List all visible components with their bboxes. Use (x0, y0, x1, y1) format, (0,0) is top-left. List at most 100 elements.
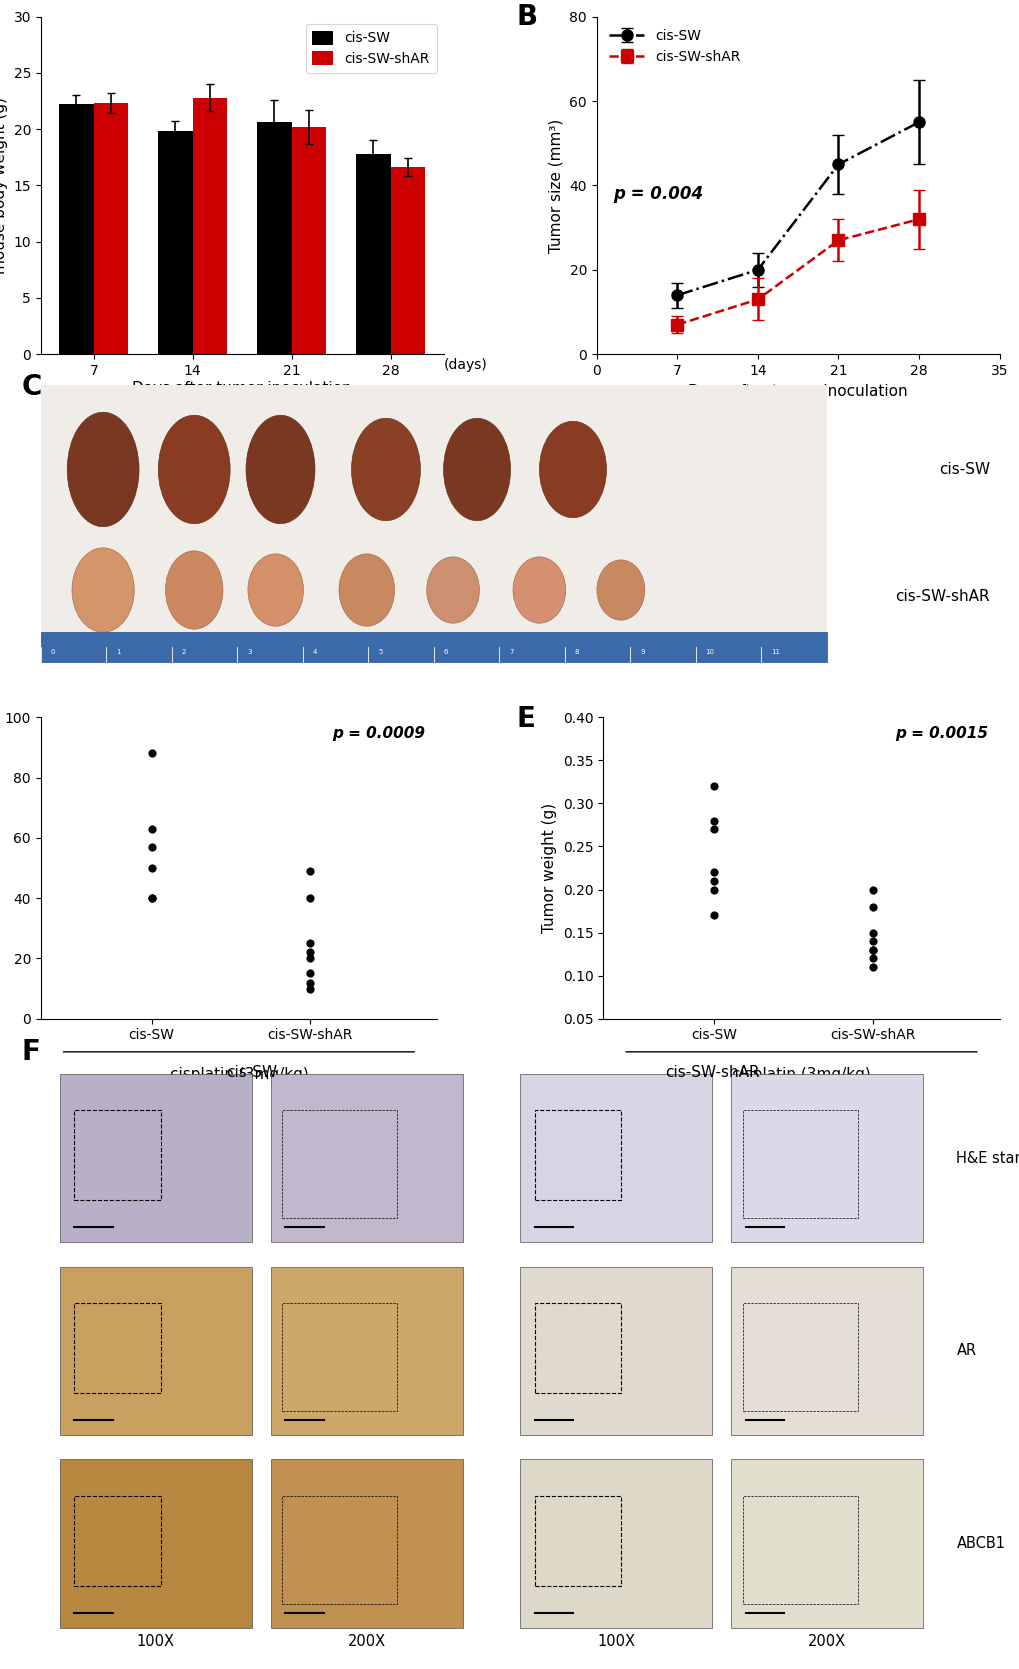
Text: 6: 6 (443, 649, 447, 654)
Point (144, 833, 160, 860)
Ellipse shape (248, 554, 304, 626)
Text: (days): (days) (443, 357, 487, 372)
Text: 100X: 100X (137, 1634, 174, 1649)
Text: ABCB1: ABCB1 (956, 1537, 1005, 1551)
Bar (520, 1459, 711, 1629)
Text: 11: 11 (770, 649, 780, 654)
Ellipse shape (158, 416, 230, 524)
Text: C: C (21, 374, 42, 401)
Text: H&E staning: H&E staning (956, 1150, 1019, 1165)
Text: AR: AR (956, 1344, 975, 1359)
Point (302, 930, 318, 956)
Text: cis-SW-shAR: cis-SW-shAR (664, 1065, 758, 1080)
Text: 5: 5 (378, 649, 382, 654)
Point (144, 885, 160, 911)
Text: E: E (516, 706, 535, 733)
Point (864, 945, 880, 971)
Bar (60, 1459, 252, 1629)
Bar (257, 122, 291, 354)
Ellipse shape (596, 559, 644, 621)
Bar (520, 1073, 711, 1242)
Bar (193, 98, 227, 354)
Text: p = 0.0015: p = 0.0015 (894, 726, 986, 741)
Bar (731, 1459, 922, 1629)
Text: 7: 7 (508, 649, 513, 654)
Point (705, 816, 721, 843)
Ellipse shape (426, 557, 479, 623)
Point (864, 936, 880, 963)
Text: 200X: 200X (347, 1634, 385, 1649)
Ellipse shape (443, 419, 511, 521)
Point (302, 858, 318, 885)
Ellipse shape (539, 421, 606, 517)
Bar (41, 633, 826, 663)
Text: cisplatin (3mg/kg): cisplatin (3mg/kg) (169, 1066, 308, 1082)
Point (144, 739, 160, 766)
Point (705, 901, 721, 928)
Y-axis label: mouse body weight (g): mouse body weight (g) (0, 97, 8, 274)
Bar (60, 1267, 252, 1435)
Ellipse shape (246, 416, 315, 524)
Text: p = 0.004: p = 0.004 (612, 185, 702, 204)
Ellipse shape (338, 554, 394, 626)
Point (864, 893, 880, 920)
Y-axis label: Tumor weight (g): Tumor weight (g) (542, 803, 556, 933)
Bar (356, 154, 390, 354)
Y-axis label: Tumor size (mm³): Tumor size (mm³) (548, 118, 564, 252)
Ellipse shape (352, 419, 420, 521)
Point (705, 860, 721, 886)
Text: 2: 2 (181, 649, 185, 654)
Point (302, 945, 318, 971)
Point (705, 773, 721, 799)
Bar (282, 1495, 397, 1604)
Text: 10: 10 (705, 649, 714, 654)
Ellipse shape (67, 412, 139, 527)
Ellipse shape (513, 557, 566, 623)
Point (302, 885, 318, 911)
Bar (390, 167, 425, 354)
Bar (74, 1303, 161, 1394)
Point (864, 876, 880, 903)
Text: cis-SW-shAR: cis-SW-shAR (895, 589, 989, 604)
X-axis label: Days after tumor inoculation: Days after tumor inoculation (132, 381, 352, 396)
Text: 3: 3 (247, 649, 252, 654)
Point (705, 876, 721, 903)
Text: cis-SW: cis-SW (937, 462, 989, 477)
Point (705, 868, 721, 895)
Point (144, 885, 160, 911)
Text: 200X: 200X (807, 1634, 845, 1649)
Bar (282, 1110, 397, 1218)
Bar (742, 1303, 857, 1412)
Bar (291, 127, 326, 354)
Bar (742, 1110, 857, 1218)
Bar (94, 103, 128, 354)
Bar (158, 132, 193, 354)
Point (864, 928, 880, 955)
Bar (520, 1267, 711, 1435)
Bar (534, 1303, 621, 1394)
Legend: cis-SW, cis-SW-shAR: cis-SW, cis-SW-shAR (603, 23, 745, 70)
Bar (742, 1495, 857, 1604)
Bar (271, 1267, 463, 1435)
Point (302, 940, 318, 966)
Bar (731, 1073, 922, 1242)
Point (302, 960, 318, 986)
Text: F: F (21, 1038, 41, 1065)
Text: 9: 9 (640, 649, 644, 654)
X-axis label: Days after tumor inoculation: Days after tumor inoculation (688, 384, 907, 399)
Point (705, 808, 721, 834)
Bar (271, 1073, 463, 1242)
Point (302, 970, 318, 996)
Text: 4: 4 (312, 649, 317, 654)
Bar (282, 1303, 397, 1412)
Text: B: B (516, 3, 537, 32)
Point (864, 920, 880, 946)
Bar (59, 105, 94, 354)
Text: p = 0.0009: p = 0.0009 (332, 726, 425, 741)
Bar (271, 1459, 463, 1629)
Point (144, 855, 160, 881)
Bar (60, 1073, 252, 1242)
Text: 8: 8 (574, 649, 579, 654)
Text: cis-SW: cis-SW (226, 1065, 277, 1080)
Text: 1: 1 (116, 649, 120, 654)
